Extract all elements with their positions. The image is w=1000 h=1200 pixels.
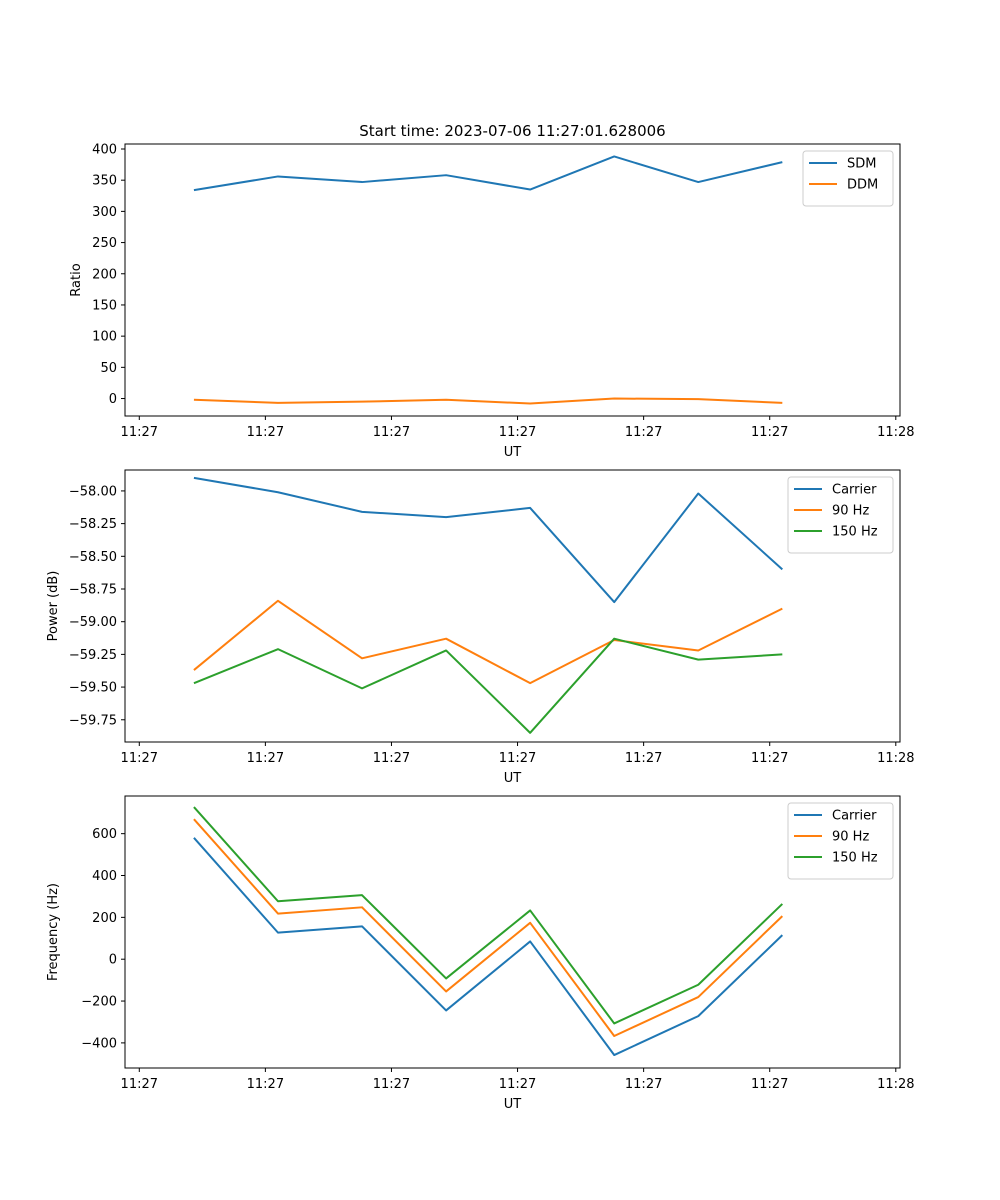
- series-line-ddm: [193, 397, 783, 405]
- y-tick-label: −200: [81, 995, 117, 1010]
- y-tick-label: −58.25: [69, 517, 117, 532]
- x-tick-label: 11:28: [877, 425, 914, 440]
- legend-box: [802, 150, 894, 207]
- legend-box: [787, 476, 894, 554]
- y-tick-label: −58.50: [69, 550, 117, 565]
- chart-panel-2: 11:27 11:27 11:27 11:27 11:27 11:27 11:28 −59.7…: [46, 469, 915, 786]
- x-tick-label: 11:27: [499, 425, 536, 440]
- series-line-carrier: [193, 476, 783, 604]
- x-tick-label: 11:27: [499, 751, 536, 766]
- y-tick-label: 100: [92, 330, 117, 345]
- chart-panel-3: 11:27 11:27 11:27 11:27 11:27 11:27 11:28 −400 −…: [46, 795, 915, 1112]
- legend-label: SDM: [847, 157, 876, 172]
- y-axis-label: Frequency (Hz): [46, 883, 61, 981]
- y-tick-label: −59.50: [69, 681, 117, 696]
- y-tick-label: 200: [92, 267, 117, 282]
- legend: Carrier 90 Hz 150 Hz: [787, 802, 894, 880]
- series-line-150-hz: [193, 637, 783, 734]
- legend-label: 90 Hz: [832, 504, 869, 519]
- plot-frame: [124, 795, 901, 1069]
- series-line-90-hz: [193, 599, 783, 685]
- legend-label: 150 Hz: [832, 851, 878, 866]
- y-tick-label: −58.75: [69, 583, 117, 598]
- chart-panel-1: 11:27 11:27 11:27 11:27 11:27 11:27 11:28 0 50 10…: [69, 142, 915, 460]
- x-tick-label: 11:27: [247, 425, 284, 440]
- legend-label: DDM: [847, 178, 878, 193]
- y-tick-label: −59.00: [69, 615, 117, 630]
- x-tick-label: 11:27: [247, 1077, 284, 1092]
- x-tick-label: 11:27: [121, 425, 158, 440]
- series-line-150-hz: [193, 806, 784, 1025]
- x-axis-label: UT: [504, 1097, 522, 1112]
- x-tick-label: 11:27: [373, 425, 410, 440]
- y-tick-label: 0: [109, 953, 117, 968]
- legend: SDM DDM: [802, 150, 894, 207]
- series-line-sdm: [193, 155, 783, 192]
- x-tick-label: 11:27: [121, 1077, 158, 1092]
- x-tick-label: 11:27: [247, 751, 284, 766]
- y-tick-label: 50: [100, 361, 117, 376]
- x-tick-label: 11:27: [373, 1077, 410, 1092]
- legend: Carrier 90 Hz 150 Hz: [787, 476, 894, 554]
- y-tick-label: 350: [92, 174, 117, 189]
- y-tick-label: 0: [109, 392, 117, 407]
- y-tick-label: −400: [81, 1036, 117, 1051]
- y-tick-label: −59.75: [69, 713, 117, 728]
- y-axis-label: Ratio: [69, 263, 84, 296]
- x-tick-label: 11:27: [625, 425, 662, 440]
- y-axis-label: Power (dB): [46, 571, 61, 642]
- series-line-carrier: [193, 837, 784, 1057]
- x-tick-label: 11:27: [625, 1077, 662, 1092]
- x-axis-label: UT: [504, 445, 522, 460]
- y-tick-label: −58.00: [69, 484, 117, 499]
- x-tick-label: 11:27: [121, 751, 158, 766]
- figure-title: Start time: 2023-07-06 11:27:01.628006: [359, 122, 665, 140]
- plot-frame: [124, 143, 901, 417]
- x-tick-label: 11:28: [877, 751, 914, 766]
- y-tick-label: 150: [92, 298, 117, 313]
- y-tick-label: 300: [92, 205, 117, 220]
- x-tick-label: 11:28: [877, 1077, 914, 1092]
- legend-label: Carrier: [832, 809, 877, 824]
- legend-label: Carrier: [832, 483, 877, 498]
- y-tick-label: 600: [92, 827, 117, 842]
- plots-container: 11:27 11:27 11:27 11:27 11:27 11:27 11:28 0 50 10…: [46, 142, 915, 1112]
- legend-label: 90 Hz: [832, 830, 869, 845]
- x-tick-label: 11:27: [499, 1077, 536, 1092]
- y-tick-label: 400: [92, 142, 117, 157]
- legend-label: 150 Hz: [832, 525, 878, 540]
- y-tick-label: 200: [92, 911, 117, 926]
- y-tick-label: −59.25: [69, 648, 117, 663]
- x-axis-label: UT: [504, 771, 522, 786]
- x-tick-label: 11:27: [751, 425, 788, 440]
- plot-frame: [124, 469, 901, 743]
- y-tick-label: 400: [92, 869, 117, 884]
- series-line-90-hz: [193, 818, 784, 1037]
- x-tick-label: 11:27: [625, 751, 662, 766]
- legend-box: [787, 802, 894, 880]
- x-tick-label: 11:27: [373, 751, 410, 766]
- x-tick-label: 11:27: [751, 1077, 788, 1092]
- x-tick-label: 11:27: [751, 751, 788, 766]
- y-tick-label: 250: [92, 236, 117, 251]
